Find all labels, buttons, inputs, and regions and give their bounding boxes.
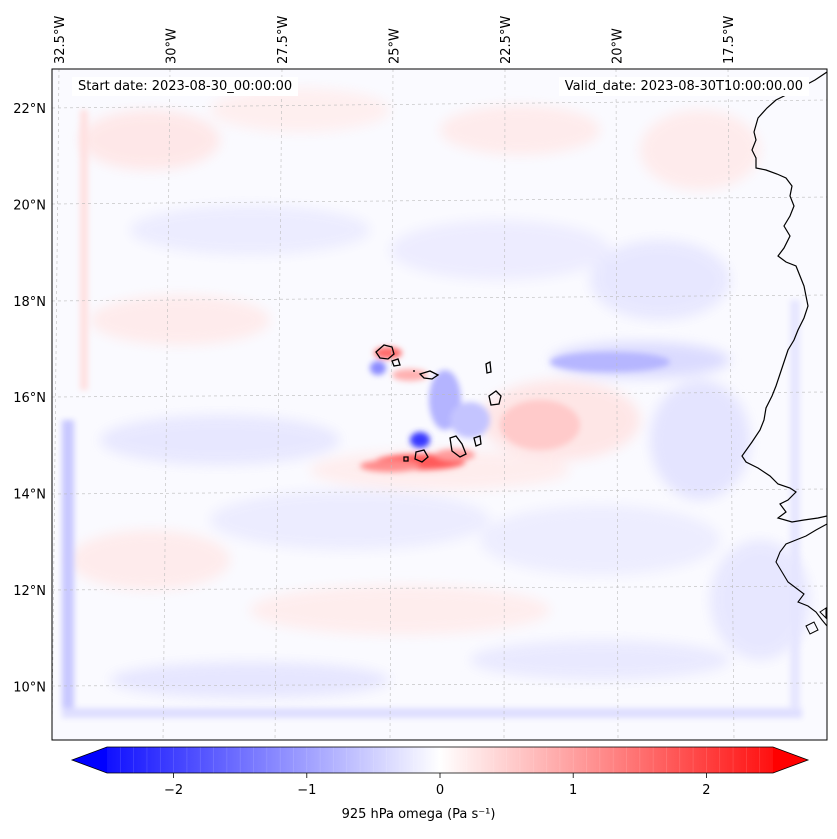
longitude-tick-label: 20°W — [611, 28, 626, 64]
colorbar-tick-label: 2 — [702, 783, 710, 798]
colorbar-tick-label: −2 — [164, 783, 183, 798]
latitude-tick-label: 16°N — [13, 391, 46, 406]
latitude-tick-label: 22°N — [13, 102, 46, 117]
colorbar-extend-high — [773, 747, 808, 773]
latitude-axis: 22°N 20°N 18°N 16°N 14°N 12°N 10°N — [13, 102, 46, 695]
gridlines — [52, 69, 827, 740]
cape-verde-islands — [375, 344, 502, 463]
longitude-tick-label: 22.5°W — [499, 16, 514, 64]
island-brava — [403, 456, 409, 462]
island-bissagos-2 — [819, 607, 827, 620]
latitude-tick-label: 12°N — [13, 584, 46, 599]
island-bissagos-1 — [805, 621, 819, 635]
african-coastline — [741, 71, 827, 523]
colorbar-tick-label: 0 — [436, 783, 444, 798]
start-date-label: Start date: 2023-08-30_00:00:00 — [72, 77, 299, 96]
colorbar-steps — [120, 747, 760, 773]
latitude-tick-label: 18°N — [13, 295, 46, 310]
boundary-artefacts — [62, 110, 802, 718]
island-sao-nicolau — [418, 370, 440, 380]
valid-date-label: Valid_date: 2023-08-30T10:00:00.00 — [558, 77, 809, 96]
longitude-tick-label: 30°W — [165, 28, 180, 64]
island-maio — [473, 435, 482, 447]
island-fogo — [414, 449, 429, 463]
island-santiago — [449, 435, 467, 458]
colorbar: −2 −1 0 1 2 — [70, 746, 810, 798]
latitude-tick-label: 14°N — [13, 488, 46, 503]
longitude-tick-label: 17.5°W — [722, 16, 737, 64]
island-sal — [485, 360, 492, 374]
island-santo-antao — [375, 344, 395, 360]
omega-field-features — [360, 347, 670, 472]
colorbar-label: 925 hPa omega (Pa s⁻¹) — [341, 807, 496, 822]
island-boavista — [488, 390, 502, 406]
colorbar-extend-low — [72, 747, 107, 773]
colorbar-tick-label: 1 — [569, 783, 577, 798]
latitude-tick-label: 10°N — [13, 680, 46, 695]
colorbar-tick-label: −1 — [297, 783, 316, 798]
island-sao-vicente — [391, 358, 401, 367]
latitude-tick-label: 20°N — [13, 198, 46, 213]
longitude-tick-label: 32.5°W — [53, 16, 68, 64]
longitude-axis: 32.5°W 30°W 27.5°W 25°W 22.5°W 20°W 17.5°W — [53, 16, 737, 64]
map-frame — [51, 68, 828, 741]
colorbar-gradient — [107, 747, 773, 773]
coastline-bissagos — [775, 523, 827, 627]
longitude-tick-label: 27.5°W — [276, 16, 291, 64]
colorbar-outline — [70, 746, 810, 774]
longitude-tick-label: 25°W — [388, 28, 403, 64]
colorbar-ticks: −2 −1 0 1 2 — [164, 773, 711, 798]
